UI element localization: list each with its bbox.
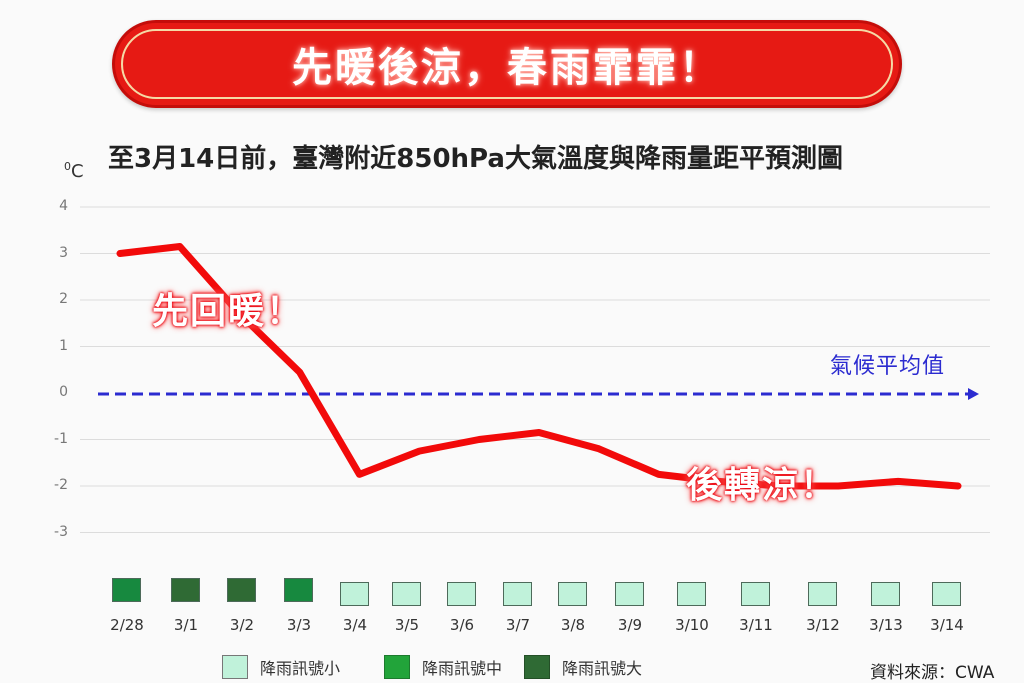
data-source: 資料來源：CWA <box>870 663 995 683</box>
x-tick-label: 3/10 <box>675 616 709 634</box>
rain-signal-square <box>171 578 200 602</box>
legend-label-small: 降雨訊號小 <box>260 659 341 678</box>
x-tick-label: 3/4 <box>342 616 368 634</box>
legend-swatch-small <box>222 655 248 679</box>
x-tick-label: 3/12 <box>806 616 840 634</box>
y-tick-label: -1 <box>54 430 68 447</box>
legend-swatch-medium <box>384 655 410 679</box>
x-tick-label: 3/8 <box>560 616 586 634</box>
x-tick-label: 3/6 <box>449 616 475 634</box>
y-tick-label: 0 <box>59 384 68 400</box>
x-tick-label: 3/11 <box>739 616 773 634</box>
x-tick-label: 3/9 <box>617 616 643 634</box>
y-tick-label: 3 <box>59 244 68 261</box>
gridlines <box>80 206 990 533</box>
legend-medium: 降雨訊號中 <box>384 654 502 680</box>
rain-signal-square <box>227 578 256 602</box>
x-tick-label: 3/5 <box>394 616 420 634</box>
rain-signal-square <box>447 582 476 606</box>
y-tick-label: 4 <box>59 198 68 214</box>
y-axis-unit: 0C <box>64 160 84 182</box>
annotation-cool: 後轉涼！ <box>686 465 839 506</box>
unit-degree: 0 <box>64 160 71 173</box>
x-tick-label: 3/3 <box>286 616 312 634</box>
climate-average-label: 氣候平均值 <box>830 354 946 379</box>
chart-subtitle: 至3月14日前，臺灣附近850hPa大氣溫度與降雨量距平預測圖 <box>108 144 843 174</box>
rain-signal-square <box>392 582 421 606</box>
y-tick-label: 1 <box>59 337 68 354</box>
y-tick-label: 2 <box>59 291 68 307</box>
rain-signal-square <box>558 582 587 606</box>
x-tick-label: 2/28 <box>110 616 144 634</box>
temperature-line <box>116 243 962 490</box>
legend-large: 降雨訊號大 <box>524 654 642 680</box>
x-tick-label: 3/13 <box>869 616 903 634</box>
rain-signal-square <box>871 582 900 606</box>
x-tick-label: 3/2 <box>229 616 255 634</box>
legend-label-medium: 降雨訊號中 <box>422 659 503 678</box>
rain-signal-square <box>615 582 644 606</box>
title-banner: 先暖後涼，春雨霏霏！ <box>112 20 902 108</box>
rain-signal-square <box>503 582 532 606</box>
banner-title: 先暖後涼，春雨霏霏！ <box>292 45 722 91</box>
rain-signal-square <box>932 582 961 606</box>
legend-small: 降雨訊號小 <box>222 654 340 680</box>
rain-signal-square <box>677 582 706 606</box>
rain-signal-square <box>808 582 837 606</box>
legend-label-large: 降雨訊號大 <box>562 659 643 678</box>
climate-average-line <box>98 388 979 400</box>
rain-signal-square <box>741 582 770 606</box>
rain-signal-square <box>340 582 369 606</box>
x-tick-label: 3/14 <box>930 616 964 634</box>
y-tick-label: -2 <box>54 477 68 493</box>
legend-swatch-large <box>524 655 550 679</box>
rain-signal-square <box>112 578 141 602</box>
annotation-warm: 先回暖！ <box>152 291 305 332</box>
unit-c: C <box>71 161 84 182</box>
arrow-right-icon <box>968 388 979 400</box>
title-banner-border: 先暖後涼，春雨霏霏！ <box>121 29 893 99</box>
rain-signal-square <box>284 578 313 602</box>
x-tick-label: 3/1 <box>173 616 199 634</box>
x-tick-label: 3/7 <box>505 616 531 634</box>
y-tick-label: -3 <box>54 523 68 540</box>
